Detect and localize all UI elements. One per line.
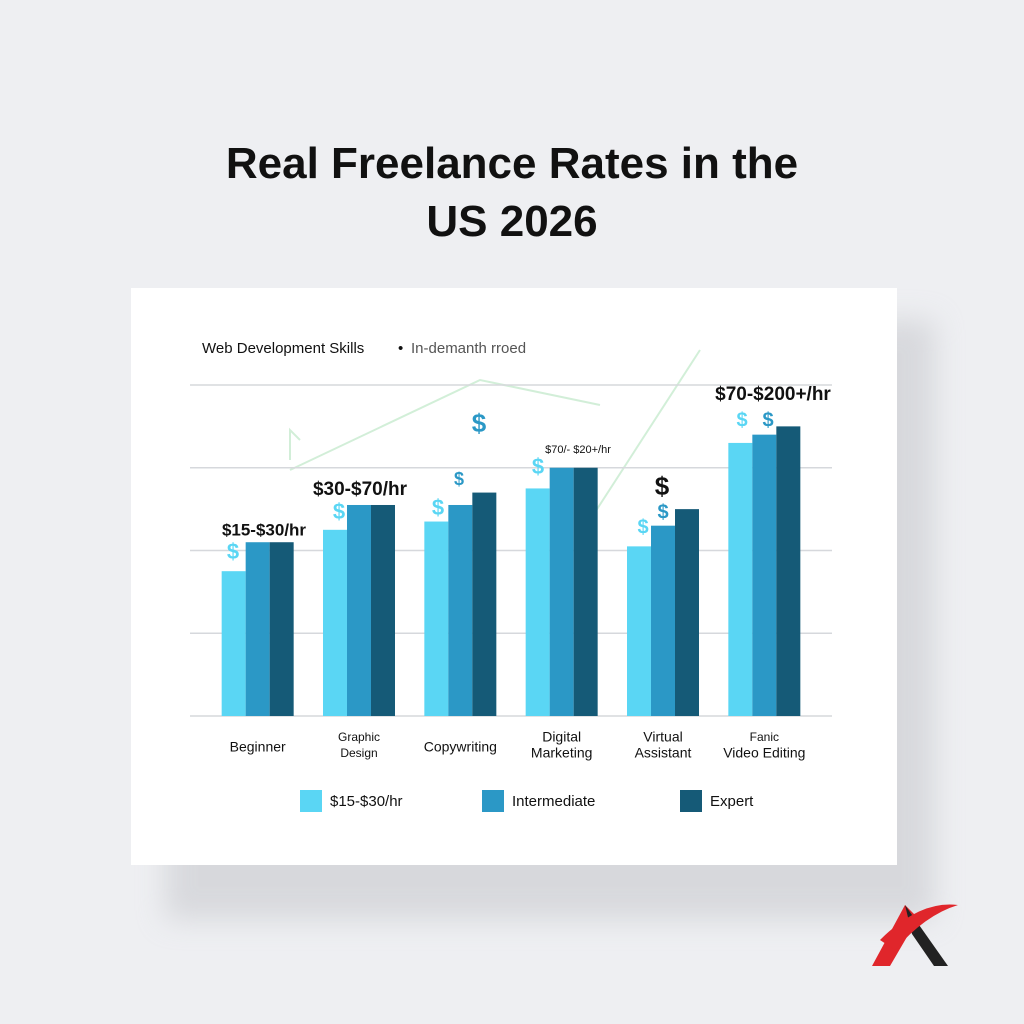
x-tick-label: Assistant xyxy=(635,745,692,761)
dollar-icon: $ xyxy=(454,469,464,489)
x-tick-label: Marketing xyxy=(531,745,592,761)
bar xyxy=(269,542,294,716)
bar xyxy=(651,525,675,716)
annotation: $30-$70/hr xyxy=(313,479,408,500)
bar xyxy=(245,542,270,716)
x-tick-label: Virtual xyxy=(643,729,682,745)
bar xyxy=(675,509,699,716)
bar xyxy=(323,529,347,716)
dollar-icon: $ xyxy=(762,409,773,431)
dollar-icon: $ xyxy=(532,454,544,479)
legend-swatch xyxy=(300,790,322,812)
x-tick-label: Fanic xyxy=(750,730,779,744)
dollar-icon: $ xyxy=(655,471,670,501)
decor-arrows xyxy=(289,349,701,521)
bar xyxy=(525,488,550,716)
legend-label: Expert xyxy=(710,793,754,810)
bar xyxy=(221,571,246,716)
subtitle: Web Development Skills xyxy=(202,340,364,357)
dollar-icon: $ xyxy=(736,409,747,431)
bar xyxy=(347,504,371,716)
annotation: $15-$30/hr xyxy=(222,520,306,539)
legend-swatch xyxy=(680,790,702,812)
x-tick-label: Copywriting xyxy=(424,739,497,755)
dollar-icon: $ xyxy=(432,495,444,520)
legend-label: $15-$30/hr xyxy=(330,793,403,810)
subtitle-dot: • xyxy=(398,340,403,357)
x-tick-label: Digital xyxy=(542,729,581,745)
dollar-icon: $ xyxy=(472,408,487,438)
annotation: $70/- $20+/hr xyxy=(545,444,611,456)
dollar-icon: $ xyxy=(637,516,648,538)
bar xyxy=(776,426,801,716)
annotation: $70-$200+/hr xyxy=(715,384,831,405)
dollar-icon: $ xyxy=(333,499,345,524)
bar xyxy=(549,467,574,716)
x-tick-label: Design xyxy=(340,746,377,760)
x-tick-label: Video Editing xyxy=(723,745,805,761)
bar xyxy=(573,467,598,716)
legend-swatch xyxy=(482,790,504,812)
dollar-icon: $ xyxy=(657,501,668,523)
dollar-icon: $ xyxy=(227,539,239,564)
subtitle-note: In-demanth rroed xyxy=(411,340,526,357)
bar xyxy=(752,434,777,716)
x-tick-label: Beginner xyxy=(230,739,286,755)
bar xyxy=(472,492,497,716)
chart-title: Real Freelance Rates in the US 2026 xyxy=(225,139,799,246)
bar xyxy=(424,521,449,716)
bar xyxy=(448,504,473,716)
bar xyxy=(728,442,753,716)
legend-label: Intermediate xyxy=(512,793,595,810)
bar xyxy=(371,504,395,716)
logo xyxy=(872,904,958,966)
x-tick-label: Graphic xyxy=(338,730,380,744)
bar xyxy=(627,546,651,716)
